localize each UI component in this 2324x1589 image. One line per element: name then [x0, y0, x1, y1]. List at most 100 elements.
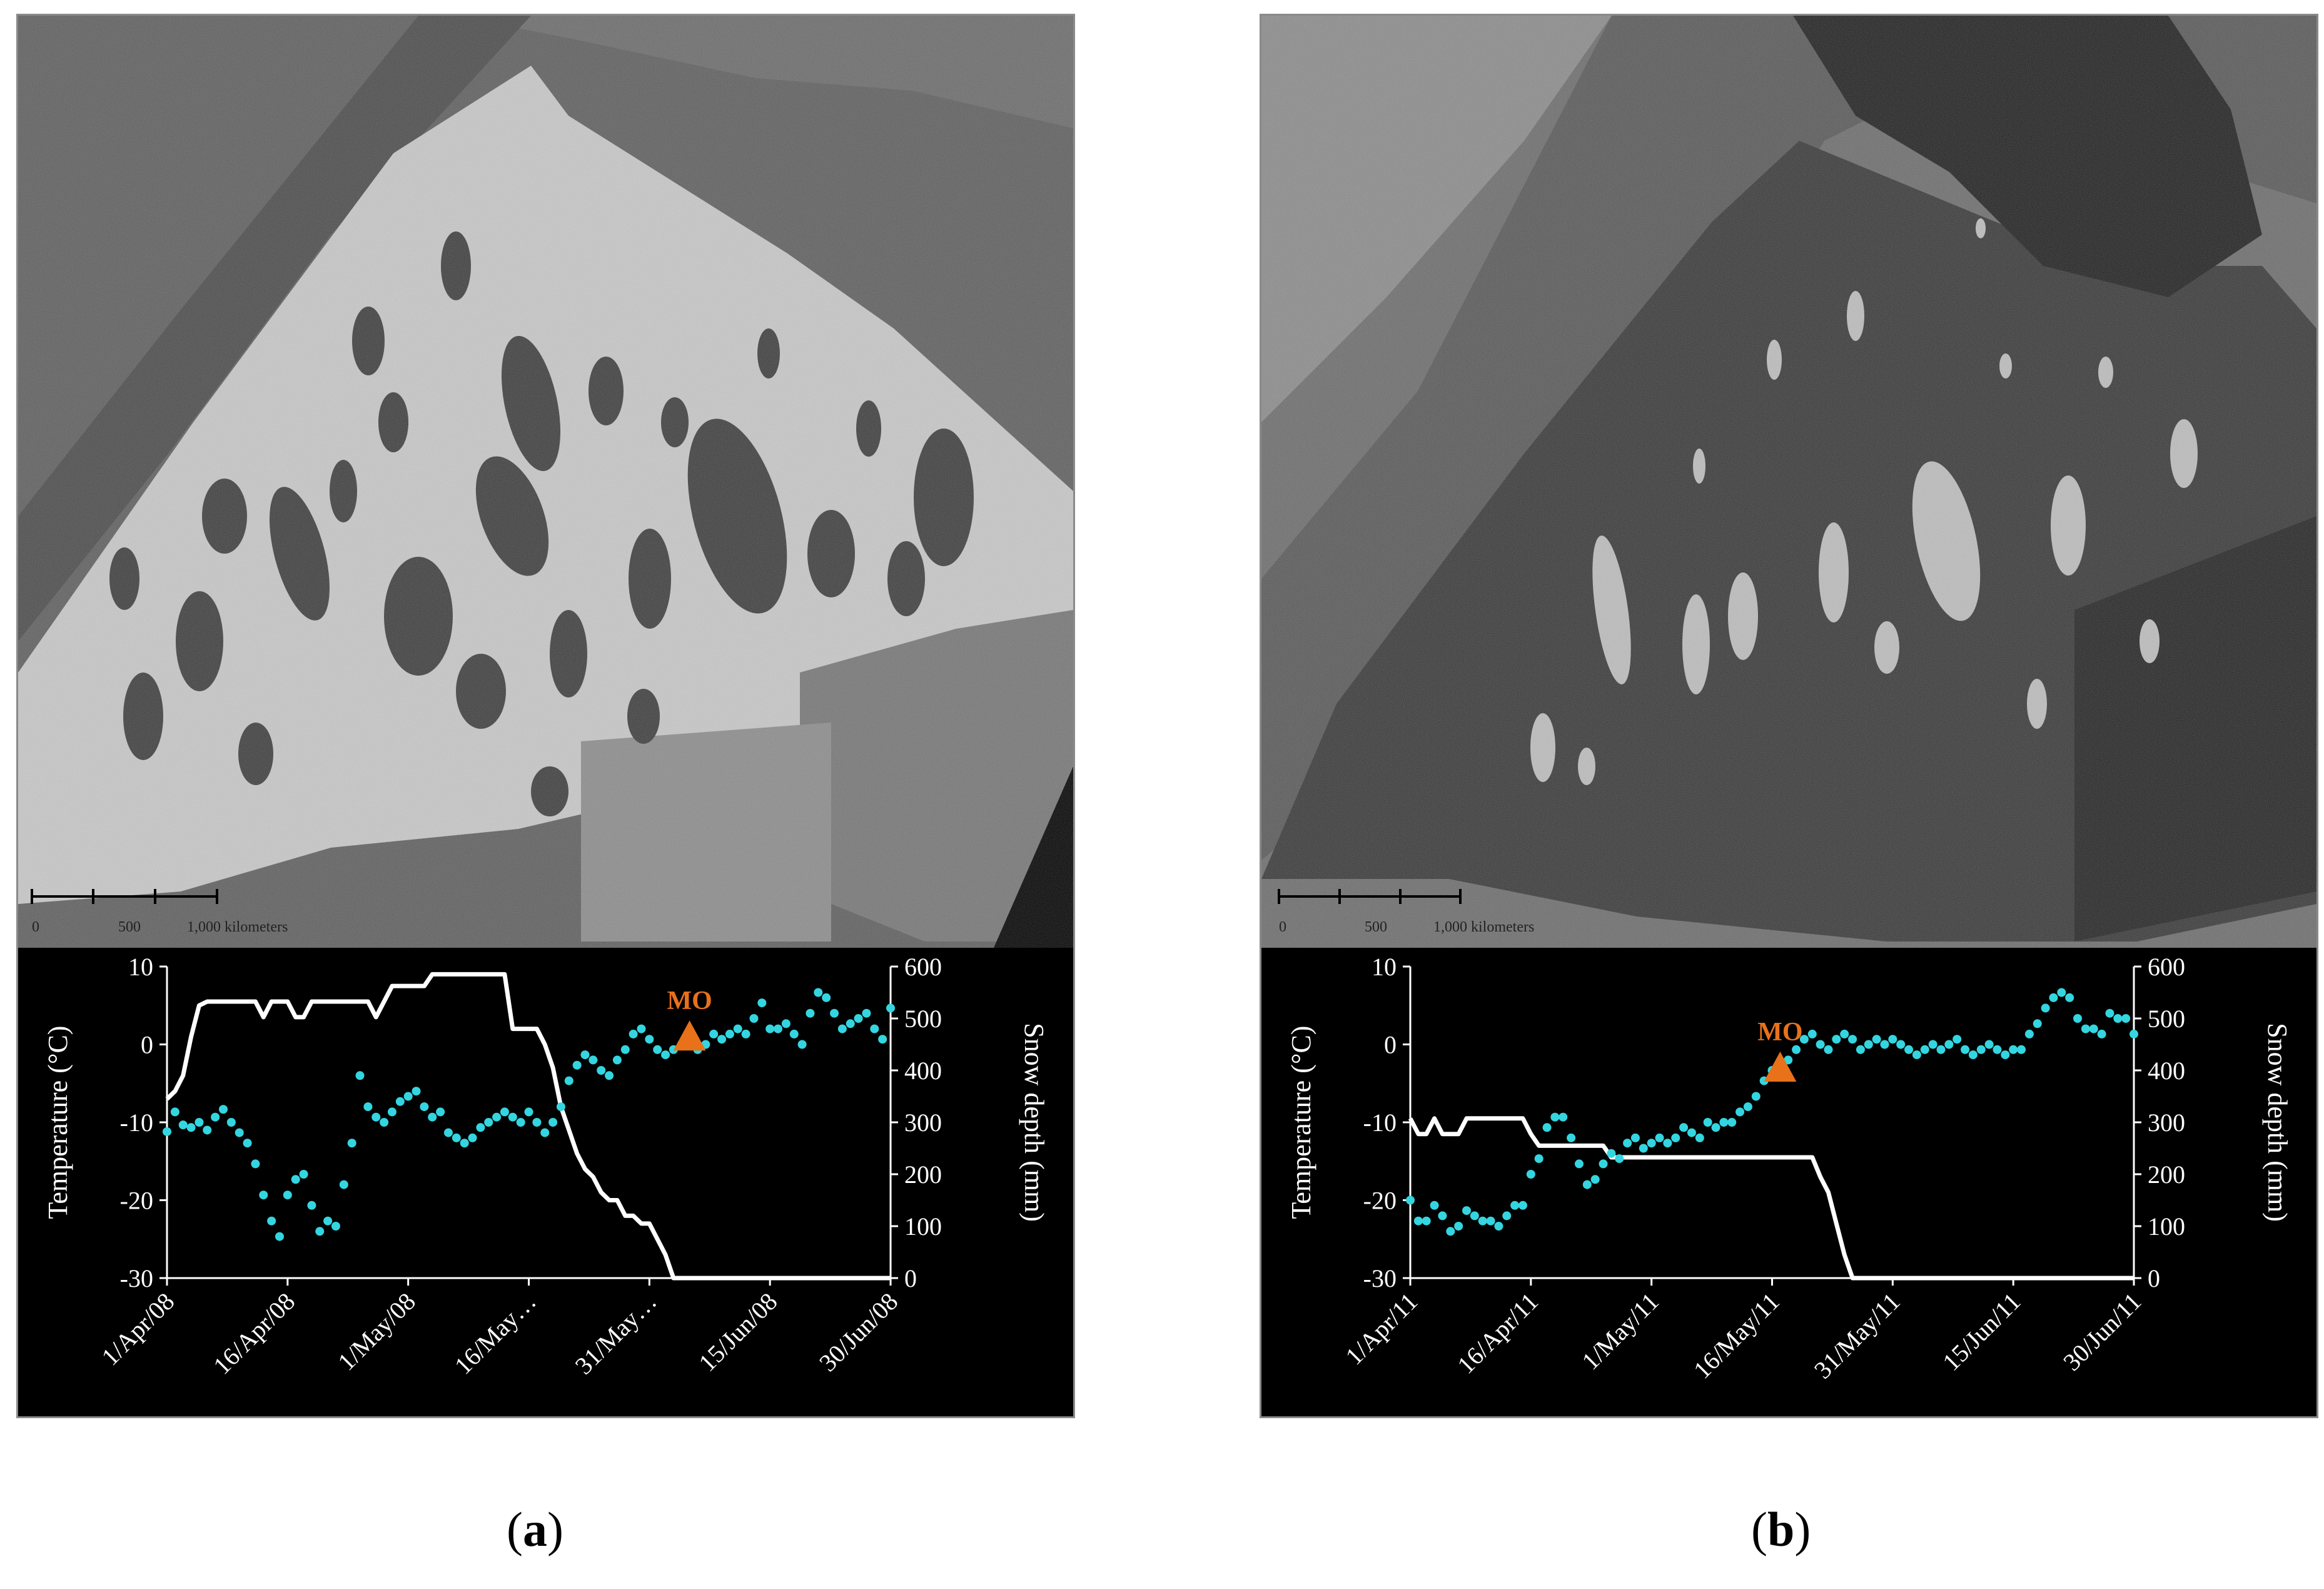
snow-depth-point — [1518, 1201, 1527, 1210]
snow-depth-point — [1936, 1045, 1946, 1054]
snow-depth-point — [1478, 1216, 1487, 1226]
snow-depth-point — [725, 1029, 734, 1038]
y-left-tick-label: 0 — [1384, 1031, 1397, 1059]
snow-depth-point — [307, 1201, 316, 1210]
x-tick-label: 1/May/08 — [332, 1287, 421, 1376]
snow-depth-point — [1559, 1112, 1568, 1122]
snow-depth-point — [886, 1003, 895, 1013]
mo-label: MO — [667, 987, 712, 1015]
snow-depth-point — [1944, 1040, 1954, 1049]
snow-depth-point — [1872, 1035, 1881, 1044]
snow-depth-point — [1816, 1040, 1825, 1049]
snow-depth-point — [484, 1118, 493, 1127]
snow-depth-point — [612, 1055, 622, 1065]
y-right-tick-label: 200 — [2148, 1160, 2185, 1189]
snow-depth-point — [1904, 1045, 1914, 1054]
snow-depth-point — [741, 1029, 750, 1038]
temperature-line — [1408, 1116, 2134, 1281]
snow-depth-point — [1784, 1055, 1793, 1065]
y-right-tick-label: 500 — [904, 1005, 942, 1033]
snow-depth-point — [1896, 1040, 1906, 1049]
snow-depth-point — [1695, 1133, 1704, 1142]
y-right-tick-label: 300 — [2148, 1109, 2185, 1137]
snow-depth-point — [1494, 1222, 1503, 1231]
y-axis-label-right: Snow depth (mm) — [2262, 1023, 2293, 1222]
snow-depth-point — [765, 1024, 775, 1033]
snow-depth-point — [291, 1175, 300, 1184]
snow-depth-point — [862, 1008, 871, 1018]
snow-depth-point — [339, 1180, 348, 1189]
x-tick-label: 15/Jun/11 — [1937, 1287, 2026, 1376]
snow-depth-point — [620, 1045, 630, 1054]
snow-depth-point — [1993, 1045, 2002, 1054]
snow-depth-point — [508, 1112, 517, 1122]
snow-depth-point — [572, 1060, 582, 1070]
snow-depth-point — [1953, 1035, 1962, 1044]
scalebar-b — [1278, 889, 1462, 904]
snow-depth-point — [347, 1139, 356, 1148]
snow-depth-point — [1912, 1050, 1921, 1060]
panel-b: 0 500 1,000 kilometers 10 0 -10 -20 -30 600 50… — [1260, 14, 2318, 1418]
snow-depth-point — [315, 1227, 325, 1236]
snow-depth-point — [387, 1107, 397, 1117]
x-tick-label: 15/Jun/08 — [693, 1287, 782, 1377]
snow-depth-point — [355, 1071, 365, 1080]
snow-depth-point — [259, 1190, 268, 1200]
snow-depth-point — [540, 1128, 550, 1137]
snow-depth-point — [2001, 1050, 2010, 1060]
snow-depth-point — [733, 1024, 742, 1033]
snow-depth-point — [420, 1102, 429, 1112]
snow-depth-point — [1510, 1201, 1520, 1210]
snow-depth-point — [2009, 1045, 2018, 1054]
snow-depth-point — [1567, 1133, 1576, 1142]
snow-depth-point — [589, 1055, 598, 1065]
snow-depth-point — [1542, 1123, 1552, 1132]
snow-depth-point — [1976, 1045, 1986, 1054]
temperature-line — [165, 972, 891, 1281]
snow-depth-point — [1703, 1118, 1712, 1127]
y-axis-label-right: Snow depth (mm) — [1019, 1023, 1049, 1222]
snow-depth-point — [1711, 1123, 1720, 1132]
snow-depth-point — [1735, 1107, 1745, 1117]
snow-depth-point — [2024, 1029, 2034, 1038]
snow-depth-point — [1679, 1123, 1689, 1132]
snow-depth-point — [371, 1112, 381, 1122]
snow-depth-point — [211, 1112, 220, 1122]
snow-depth-point — [1840, 1029, 1849, 1038]
snow-depth-point — [749, 1014, 759, 1023]
snow-depth-point — [1687, 1128, 1696, 1137]
snow-depth-point — [797, 1040, 807, 1049]
x-tick-label: 31/May… — [570, 1287, 662, 1380]
snow-depth-point — [1655, 1133, 1664, 1142]
caption-a-letter: a — [522, 1502, 547, 1556]
snow-depth-point — [403, 1092, 413, 1101]
snow-depth-point — [1582, 1180, 1592, 1189]
snow-depth-point — [774, 1024, 783, 1033]
snow-depth-point — [1856, 1045, 1865, 1054]
snow-depth-point — [1968, 1050, 1978, 1060]
chart-b: 100-10-20-306005004003002001000Temperatu… — [1261, 948, 2316, 1416]
x-tick-label: 16/May/11 — [1688, 1287, 1785, 1384]
snow-depth-point — [580, 1050, 590, 1060]
y-right-tick-label: 300 — [904, 1109, 942, 1137]
snow-depth-point — [1607, 1149, 1616, 1158]
snow-depth-point — [1430, 1201, 1439, 1210]
snow-depth-point — [1663, 1139, 1672, 1148]
snow-depth-point — [1630, 1133, 1640, 1142]
x-tick-label: 30/Jun/11 — [2058, 1287, 2146, 1376]
y-axis-label-left: Temperature (°C) — [43, 1026, 73, 1219]
snow-depth-point — [870, 1024, 879, 1033]
snow-depth-point — [757, 998, 767, 1008]
y-left-tick-label: -10 — [120, 1109, 153, 1137]
y-right-tick-label: 0 — [904, 1264, 917, 1292]
snow-depth-point — [830, 1008, 839, 1018]
snow-depth-point — [597, 1066, 606, 1075]
y-right-tick-label: 400 — [904, 1057, 942, 1085]
snow-depth-point — [822, 993, 831, 1002]
y-right-tick-label: 400 — [2148, 1057, 2185, 1085]
x-tick-label: 1/May/11 — [1576, 1287, 1664, 1376]
snow-depth-point — [717, 1035, 727, 1044]
snow-depth-point — [1824, 1045, 1833, 1054]
y-left-tick-label: -30 — [120, 1264, 153, 1292]
sar-image-b: 0 500 1,000 kilometers — [1261, 16, 2316, 948]
